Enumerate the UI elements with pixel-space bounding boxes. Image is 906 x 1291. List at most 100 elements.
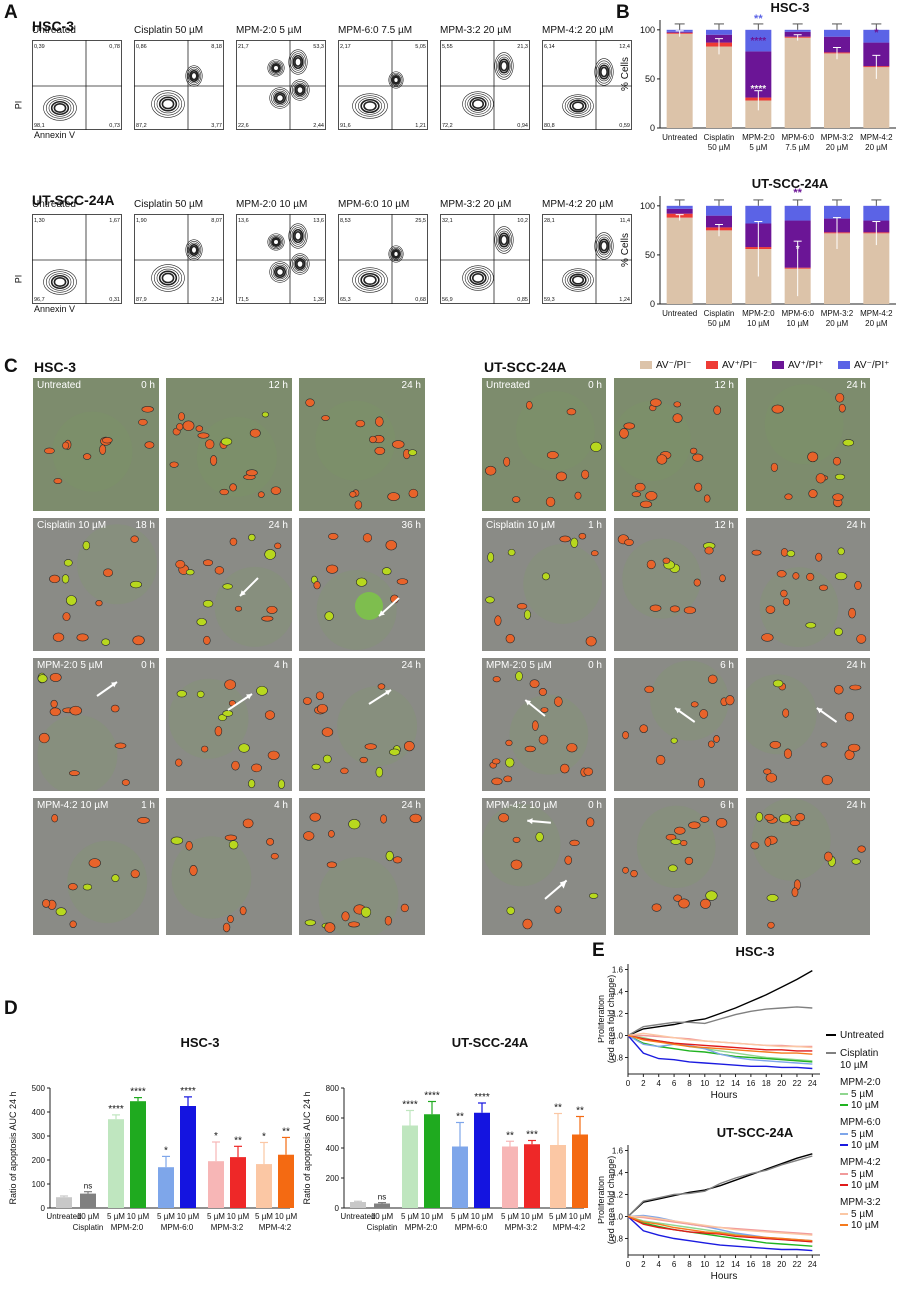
micrograph: 12 h [614,518,738,651]
micrograph: 36 h [299,518,425,651]
legend-line-swatch [840,1184,848,1187]
flow-condition-label: MPM-4:2 20 µM [542,25,614,36]
cell [837,547,845,556]
x-tick-label: 5 µM [207,1212,225,1221]
x-tick-label: 16 [746,1079,755,1088]
cell [248,533,256,542]
stacked-bar-segment [666,205,693,209]
legend-sub-label: 5 µM [851,1089,874,1100]
cell [51,814,59,823]
flow-plot: 28,1 11,4 59,3 1,24 [542,214,632,304]
flow-condition-label: MPM-2:0 10 µM [236,199,308,210]
cell [725,695,735,706]
cell [570,537,579,548]
stacked-bar-segment [666,208,693,214]
x-tick-label: 5 µM [255,1212,273,1221]
y-tick-label: 200 [32,1156,46,1165]
significance-marker: * [214,1131,218,1142]
micrograph: MPM-4:2 10 µM 0 h [482,798,606,935]
micrograph-time-label: 24 h [846,660,866,671]
legend-sub-entry: 5 µM [840,1129,873,1140]
cell [699,709,709,719]
micrograph: 4 h [166,658,292,791]
cell [396,578,409,585]
cell [644,685,655,694]
cell [780,589,788,598]
flow-condition-label: Untreated [32,199,76,210]
cell [76,633,89,642]
y-tick-label: 0 [335,1204,340,1213]
y-axis-label: Ratio of apoptosis AUC 24 h [8,1091,18,1204]
panel-d-ut-chart: 0 200 400 600 800 Ratio of apoptosis AUC 24 h… [302,1084,592,1232]
legend-label: MPM-3:2 [840,1197,881,1208]
x-tick-label: 12 [716,1260,725,1269]
legend-sub-label: 10 µM [851,1140,879,1151]
cell [560,763,570,774]
quadrant-percent: 0,68 [415,297,426,303]
cell [222,922,231,933]
cell [590,550,599,557]
y-tick-label: 0 [41,1204,46,1213]
quadrant-percent: 59,3 [544,297,555,303]
flow-plot: 0,39 0,78 98,1 0,73 [32,40,122,130]
cell [68,770,80,776]
significance-marker: **** [130,1087,146,1098]
panel-d-hsc3-chart: 0 100 200 300 400 500 Ratio of apoptosis AUC 2… [8,1084,298,1232]
cell [52,632,65,642]
cell [409,813,422,823]
cell [546,451,559,460]
micrograph-time-label: 0 h [588,380,602,391]
bar [350,1202,366,1208]
cell [805,622,817,629]
y-tick-label: 1.0 [612,1213,624,1222]
legend-line-swatch [826,1052,836,1055]
bar [208,1161,224,1208]
flow-plot: 2,17 5,05 91,6 1,21 [338,40,428,130]
x-tick-label: 22 [793,1079,802,1088]
bar [424,1114,440,1208]
cell [516,603,528,610]
panel-b-hsc3-title: HSC-3 [770,0,810,15]
cell [377,683,386,690]
y-tick-label: 1.6 [612,1147,624,1156]
cell [791,887,799,898]
cell [541,572,550,581]
cell [110,704,120,713]
micrograph-time-label: 0 h [141,380,155,391]
cell [847,743,861,752]
cell [566,743,578,753]
category-tick-label: Cisplatin [704,133,735,142]
cell [778,813,792,824]
micrograph-time-label: 1 h [588,520,602,531]
cell [326,564,339,574]
bar [230,1157,246,1208]
cell [522,918,533,930]
flow-condition-label: MPM-3:2 20 µM [440,199,512,210]
x-tick-label: 10 µM [127,1212,150,1221]
y-axis-label: Proliferation [598,1176,606,1224]
cell [385,540,397,551]
cell [270,853,279,860]
category-tick-label: MPM-3:2 [821,309,854,318]
legend-line-swatch [840,1224,848,1227]
series-line [627,1215,813,1247]
cell [266,838,275,846]
quadrant-percent: 8,53 [340,218,351,224]
cell [764,837,772,847]
cell [328,830,335,838]
cell [49,707,61,717]
x-tick-label: 4 [656,1260,661,1269]
legend-swatch [772,361,784,370]
y-tick-label: 400 [32,1108,46,1117]
cell [222,710,234,717]
x-tick-label: 10 [700,1079,709,1088]
cell [141,406,154,413]
cell [219,488,229,496]
micrograph: 24 h [299,378,425,511]
cell [316,703,328,714]
cell [102,437,113,444]
series-line [627,1034,813,1052]
x-tick-label: 8 [687,1079,692,1088]
stacked-bar-segment [824,53,850,128]
series-line [627,1032,813,1049]
